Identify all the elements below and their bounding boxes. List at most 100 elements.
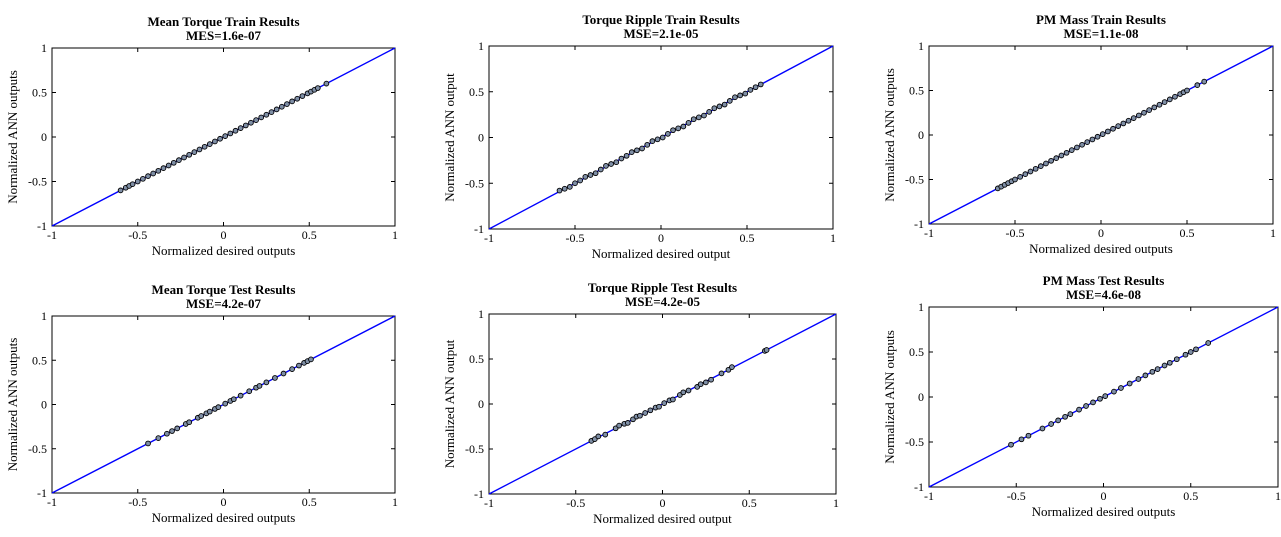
data-point bbox=[1017, 173, 1024, 180]
x-tick-label: 0 bbox=[658, 231, 664, 245]
data-point bbox=[661, 400, 668, 406]
data-point bbox=[1068, 147, 1075, 153]
y-tick-label: 1 bbox=[918, 39, 924, 53]
data-point bbox=[1130, 115, 1137, 121]
data-point bbox=[1055, 417, 1061, 424]
data-point bbox=[230, 396, 237, 403]
data-point bbox=[1048, 157, 1054, 164]
data-point bbox=[212, 138, 218, 145]
data-point bbox=[595, 433, 602, 440]
data-point bbox=[1115, 123, 1122, 129]
y-tick-label: 0.5 bbox=[469, 85, 484, 99]
data-point bbox=[685, 387, 692, 394]
data-point bbox=[582, 173, 589, 180]
x-axis-label: Normalized desired outputs bbox=[1029, 241, 1173, 256]
data-point bbox=[186, 419, 193, 426]
data-point bbox=[268, 109, 275, 115]
data-point bbox=[1099, 131, 1106, 137]
data-point bbox=[616, 422, 622, 429]
data-point bbox=[597, 166, 604, 173]
data-point bbox=[703, 379, 709, 386]
data-point bbox=[752, 84, 759, 91]
data-point bbox=[763, 347, 770, 353]
y-tick-label: 0 bbox=[918, 128, 924, 142]
y-tick-label: 0 bbox=[41, 130, 47, 144]
data-point bbox=[618, 155, 625, 162]
data-point bbox=[654, 136, 661, 143]
data-point bbox=[1105, 128, 1111, 135]
data-point bbox=[134, 178, 141, 185]
data-point bbox=[649, 138, 656, 145]
data-point bbox=[685, 120, 692, 126]
data-point bbox=[181, 154, 187, 161]
data-point bbox=[237, 125, 244, 131]
data-point bbox=[1058, 152, 1065, 159]
data-point bbox=[1094, 133, 1101, 140]
data-point bbox=[263, 111, 270, 118]
data-point bbox=[1079, 141, 1085, 148]
data-point bbox=[155, 167, 162, 174]
data-point bbox=[1172, 93, 1178, 100]
data-point bbox=[1063, 149, 1070, 156]
data-point bbox=[198, 413, 205, 419]
y-axis-label: Normalized ANN output bbox=[442, 339, 457, 468]
data-point bbox=[623, 152, 630, 159]
data-point bbox=[1194, 82, 1201, 89]
y-tick-label: 0 bbox=[478, 131, 484, 145]
x-tick-label: -0.5 bbox=[128, 495, 147, 509]
y-tick-label: -1 bbox=[914, 217, 924, 231]
data-point bbox=[1193, 346, 1199, 353]
data-point bbox=[169, 428, 175, 434]
data-point bbox=[1135, 112, 1142, 119]
y-axis-label: Normalized ANN outputs bbox=[5, 70, 20, 204]
data-point bbox=[613, 159, 620, 166]
data-point bbox=[160, 165, 167, 172]
data-point bbox=[1053, 155, 1060, 161]
data-point bbox=[1025, 432, 1032, 439]
data-point bbox=[1184, 87, 1190, 94]
data-point bbox=[191, 149, 198, 155]
x-tick-label: 1 bbox=[830, 231, 836, 245]
data-point bbox=[201, 143, 208, 150]
y-tick-label: -0.5 bbox=[28, 442, 47, 456]
data-point bbox=[757, 81, 764, 88]
x-tick-label: 0.5 bbox=[742, 496, 757, 510]
y-tick-label: -0.5 bbox=[465, 176, 484, 190]
x-tick-label: 1 bbox=[833, 496, 839, 510]
data-point bbox=[665, 130, 671, 137]
data-point bbox=[637, 412, 643, 419]
data-point bbox=[659, 134, 666, 141]
x-tick-label: 0.5 bbox=[1183, 489, 1198, 503]
y-tick-label: -0.5 bbox=[905, 435, 924, 449]
plot-title: Torque Ripple Test Results bbox=[588, 280, 737, 295]
data-point bbox=[1201, 78, 1208, 85]
data-point bbox=[1126, 380, 1133, 387]
x-axis-label: Normalized desired output bbox=[593, 511, 732, 526]
data-point bbox=[1032, 165, 1039, 172]
data-point bbox=[1146, 107, 1153, 113]
data-point bbox=[729, 364, 735, 370]
data-point bbox=[1154, 366, 1161, 372]
data-point bbox=[1125, 117, 1132, 124]
data-point bbox=[1135, 376, 1142, 382]
data-point bbox=[308, 356, 314, 363]
data-point bbox=[1182, 351, 1189, 358]
data-point bbox=[721, 101, 728, 108]
data-point bbox=[647, 407, 654, 414]
data-point bbox=[284, 101, 290, 107]
data-point bbox=[1102, 393, 1109, 399]
data-point bbox=[624, 420, 631, 426]
x-tick-label: 0.5 bbox=[302, 228, 317, 242]
data-point bbox=[695, 114, 702, 121]
y-tick-label: 0.5 bbox=[32, 86, 47, 100]
data-point bbox=[206, 408, 213, 415]
y-tick-label: 0 bbox=[918, 390, 924, 404]
x-tick-label: 0 bbox=[660, 496, 666, 510]
data-point bbox=[1089, 136, 1096, 143]
y-axis-label: Normalized ANN outputs bbox=[882, 330, 897, 464]
data-point bbox=[253, 117, 259, 123]
data-point bbox=[280, 370, 287, 377]
x-tick-label: -1 bbox=[47, 228, 57, 242]
data-point bbox=[1141, 109, 1147, 116]
